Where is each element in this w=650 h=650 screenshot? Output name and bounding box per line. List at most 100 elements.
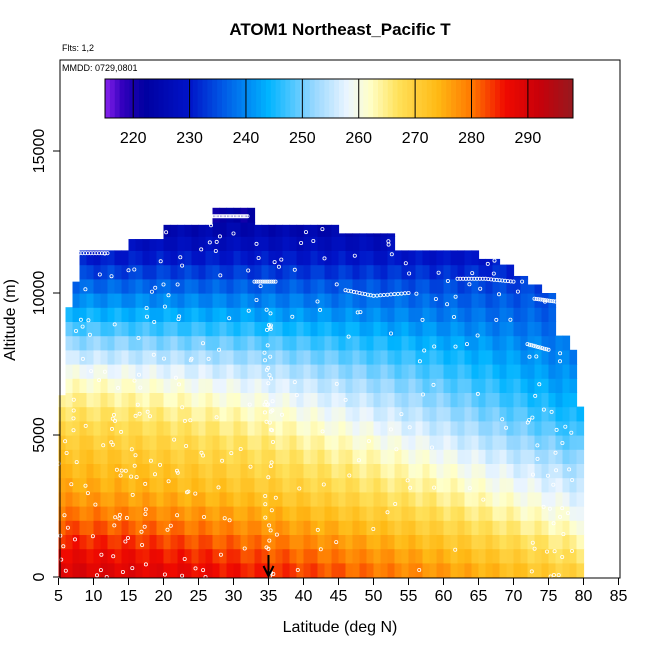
heatmap-cell [65, 435, 74, 450]
observation-point [570, 549, 575, 554]
heatmap-cell [471, 449, 480, 464]
heatmap-cell [464, 278, 473, 294]
heatmap-cell [429, 449, 438, 464]
heatmap-cell [394, 406, 403, 422]
observation-point [545, 473, 550, 478]
heatmap-cell [121, 278, 130, 294]
heatmap-cell [149, 335, 158, 351]
heatmap-cell [513, 534, 522, 550]
heatmap-cell [513, 349, 522, 365]
x-tick-label: 35 [260, 588, 278, 605]
heatmap-cell [555, 562, 564, 578]
heatmap-cell [534, 392, 543, 408]
colorbar-band [426, 79, 433, 118]
heatmap-cell [415, 449, 424, 464]
heatmap-cell [464, 491, 473, 507]
heatmap-cell [499, 378, 508, 393]
heatmap-cell [436, 321, 445, 337]
heatmap-cell [366, 406, 375, 422]
x-tick-label: 15 [120, 588, 138, 605]
heatmap-cell [506, 491, 515, 507]
colorbar-band [148, 79, 155, 118]
observation-point [254, 297, 259, 302]
heatmap-cell [387, 534, 396, 550]
heatmap-cell [352, 278, 361, 294]
observation-point [279, 257, 284, 262]
heatmap-cell [569, 349, 578, 365]
heatmap-cell [310, 236, 319, 251]
heatmap-cell [121, 449, 130, 464]
heatmap-cell [219, 534, 228, 550]
heatmap-cell [534, 548, 543, 564]
heatmap-cell [149, 562, 158, 578]
heatmap-cell [506, 435, 515, 450]
heatmap-cell [450, 307, 459, 322]
heatmap-cell [226, 307, 235, 322]
heatmap-cell [387, 406, 396, 422]
heatmap-cell [471, 548, 480, 564]
heatmap-cell [58, 562, 67, 578]
heatmap-cell [86, 491, 95, 507]
observation-point [269, 508, 274, 513]
heatmap-cell [527, 463, 536, 479]
heatmap-cell [254, 364, 263, 379]
heatmap-cell [471, 293, 480, 308]
heatmap-cell [226, 548, 235, 564]
heatmap-cell [310, 463, 319, 479]
heatmap-cell [79, 378, 88, 393]
heatmap-cell [569, 378, 578, 393]
heatmap-cell [219, 321, 228, 337]
heatmap-cell [464, 463, 473, 479]
heatmap-cell [310, 435, 319, 450]
heatmap-cell [135, 321, 144, 337]
heatmap-cell [289, 335, 298, 351]
heatmap-cell [135, 392, 144, 408]
heatmap-cell [499, 477, 508, 493]
heatmap-cell [331, 307, 340, 322]
observation-point [270, 428, 275, 433]
heatmap-cell [506, 321, 515, 337]
observation-point [475, 333, 480, 338]
heatmap-cell [135, 406, 144, 422]
heatmap-cell [324, 420, 333, 436]
heatmap-cell [520, 335, 529, 351]
observation-point [525, 342, 530, 347]
observation-point [229, 451, 234, 456]
heatmap-cell [107, 335, 116, 351]
heatmap-cell [499, 321, 508, 337]
heatmap-cell [506, 449, 515, 464]
colorbar-band [563, 79, 569, 118]
heatmap-cell [520, 463, 529, 479]
heatmap-cell [429, 392, 438, 408]
heatmap-cell [247, 548, 256, 564]
heatmap-cell [562, 534, 571, 550]
heatmap-cell [541, 463, 550, 479]
heatmap-cell [387, 435, 396, 450]
heatmap-cell [128, 562, 137, 578]
heatmap-cell [555, 548, 564, 564]
heatmap-cell [520, 293, 529, 308]
heatmap-cell [100, 264, 109, 280]
colorbar-band [373, 79, 379, 118]
observation-point [262, 350, 267, 355]
heatmap-cell [387, 293, 396, 308]
colorbar-band [226, 79, 233, 118]
heatmap-cell [296, 264, 305, 280]
heatmap-cell [562, 491, 571, 507]
heatmap-cell [534, 406, 543, 422]
heatmap-cell [555, 506, 564, 521]
heatmap-cell [457, 491, 466, 507]
heatmap-cell [72, 520, 81, 535]
observation-point [504, 425, 509, 430]
heatmap-cell [93, 420, 102, 436]
heatmap-cell [576, 449, 585, 464]
heatmap-cell [282, 562, 291, 578]
heatmap-cell [471, 491, 480, 507]
heatmap-cell [408, 449, 417, 464]
colorbar-band [192, 79, 199, 118]
heatmap-cell [65, 506, 74, 521]
heatmap-cell [520, 321, 529, 337]
heatmap-cell [282, 406, 291, 422]
observation-point [152, 319, 157, 324]
heatmap-cell [163, 278, 172, 294]
